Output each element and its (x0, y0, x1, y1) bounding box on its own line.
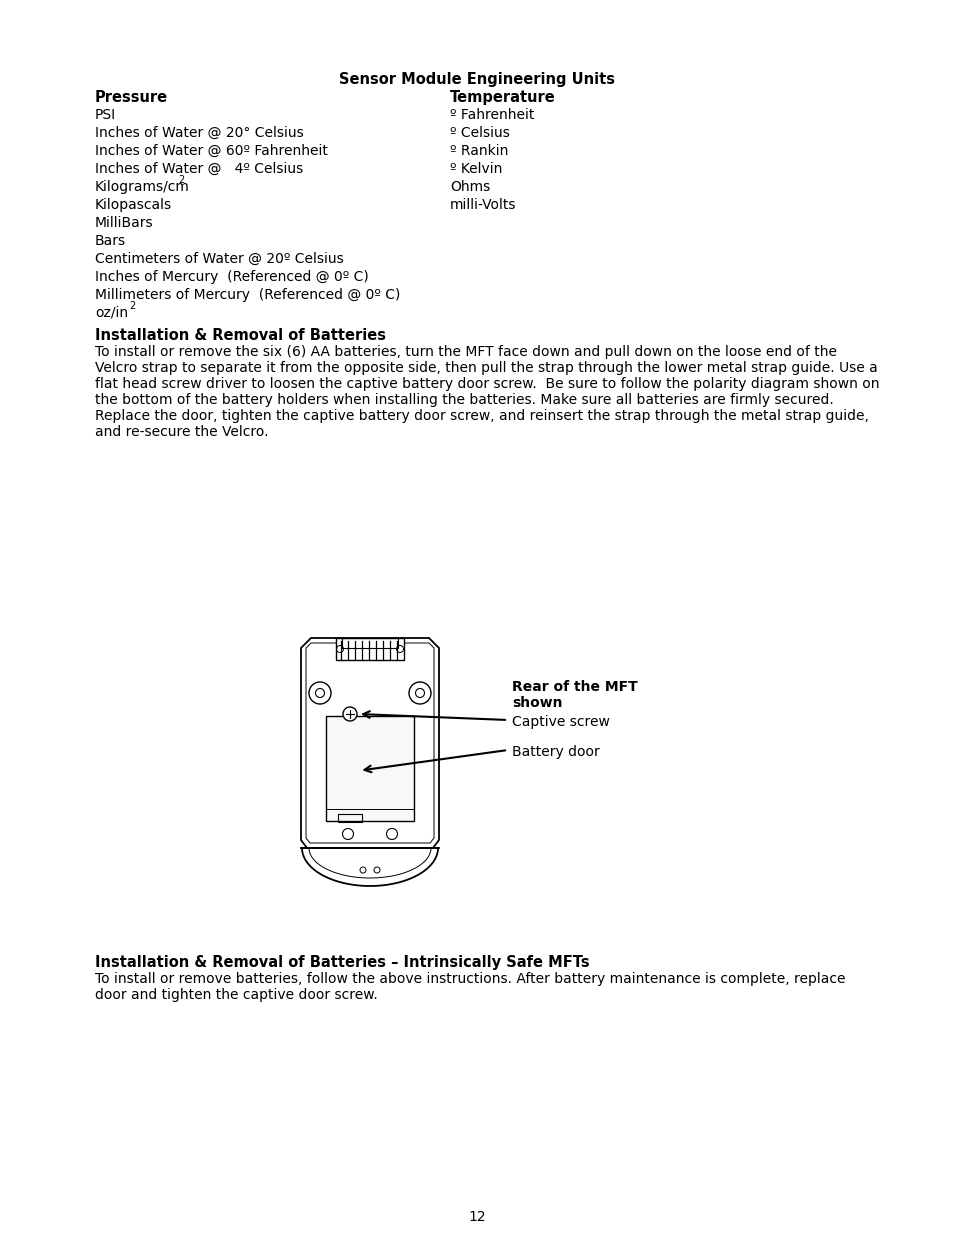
Text: Centimeters of Water @ 20º Celsius: Centimeters of Water @ 20º Celsius (95, 252, 343, 266)
Text: Temperature: Temperature (450, 90, 556, 105)
Text: oz/in: oz/in (95, 306, 128, 320)
Text: º Celsius: º Celsius (450, 126, 509, 140)
Text: 2: 2 (129, 301, 135, 311)
Text: Rear of the MFT: Rear of the MFT (512, 680, 638, 694)
Text: To install or remove batteries, follow the above instructions. After battery mai: To install or remove batteries, follow t… (95, 972, 844, 986)
Text: Bars: Bars (95, 233, 126, 248)
Text: Captive screw: Captive screw (512, 715, 609, 729)
Text: Battery door: Battery door (512, 745, 599, 760)
Text: door and tighten the captive door screw.: door and tighten the captive door screw. (95, 988, 377, 1002)
Text: Inches of Water @   4º Celsius: Inches of Water @ 4º Celsius (95, 162, 303, 177)
Bar (337, 814, 361, 823)
Text: MilliBars: MilliBars (95, 216, 153, 230)
Text: 2: 2 (178, 175, 184, 185)
Text: flat head screw driver to loosen the captive battery door screw.  Be sure to fol: flat head screw driver to loosen the cap… (95, 377, 879, 391)
Text: Millimeters of Mercury  (Referenced @ 0º C): Millimeters of Mercury (Referenced @ 0º … (95, 288, 400, 303)
Text: To install or remove the six (6) AA batteries, turn the MFT face down and pull d: To install or remove the six (6) AA batt… (95, 345, 836, 359)
Text: Kilograms/cm: Kilograms/cm (95, 180, 190, 194)
Text: the bottom of the battery holders when installing the batteries. Make sure all b: the bottom of the battery holders when i… (95, 393, 833, 408)
Text: 12: 12 (468, 1210, 485, 1224)
Text: and re-secure the Velcro.: and re-secure the Velcro. (95, 425, 268, 438)
Text: Installation & Removal of Batteries: Installation & Removal of Batteries (95, 329, 386, 343)
Text: Replace the door, tighten the captive battery door screw, and reinsert the strap: Replace the door, tighten the captive ba… (95, 409, 868, 424)
Text: Inches of Water @ 60º Fahrenheit: Inches of Water @ 60º Fahrenheit (95, 144, 328, 158)
Text: Pressure: Pressure (95, 90, 168, 105)
Text: Installation & Removal of Batteries – Intrinsically Safe MFTs: Installation & Removal of Batteries – In… (95, 955, 589, 969)
Text: PSI: PSI (95, 107, 116, 122)
Bar (335, 638, 403, 659)
Text: Inches of Mercury  (Referenced @ 0º C): Inches of Mercury (Referenced @ 0º C) (95, 270, 369, 284)
Text: Ohms: Ohms (450, 180, 490, 194)
Text: º Rankin: º Rankin (450, 144, 508, 158)
Text: º Fahrenheit: º Fahrenheit (450, 107, 534, 122)
Text: Inches of Water @ 20° Celsius: Inches of Water @ 20° Celsius (95, 126, 303, 140)
Text: milli-Volts: milli-Volts (450, 198, 516, 212)
Text: º Kelvin: º Kelvin (450, 162, 502, 177)
Bar (341, 638, 397, 648)
Text: Velcro strap to separate it from the opposite side, then pull the strap through : Velcro strap to separate it from the opp… (95, 361, 877, 375)
Text: Kilopascals: Kilopascals (95, 198, 172, 212)
Text: shown: shown (512, 697, 562, 710)
Circle shape (343, 706, 356, 721)
Bar (326, 716, 414, 821)
Text: Sensor Module Engineering Units: Sensor Module Engineering Units (338, 72, 615, 86)
